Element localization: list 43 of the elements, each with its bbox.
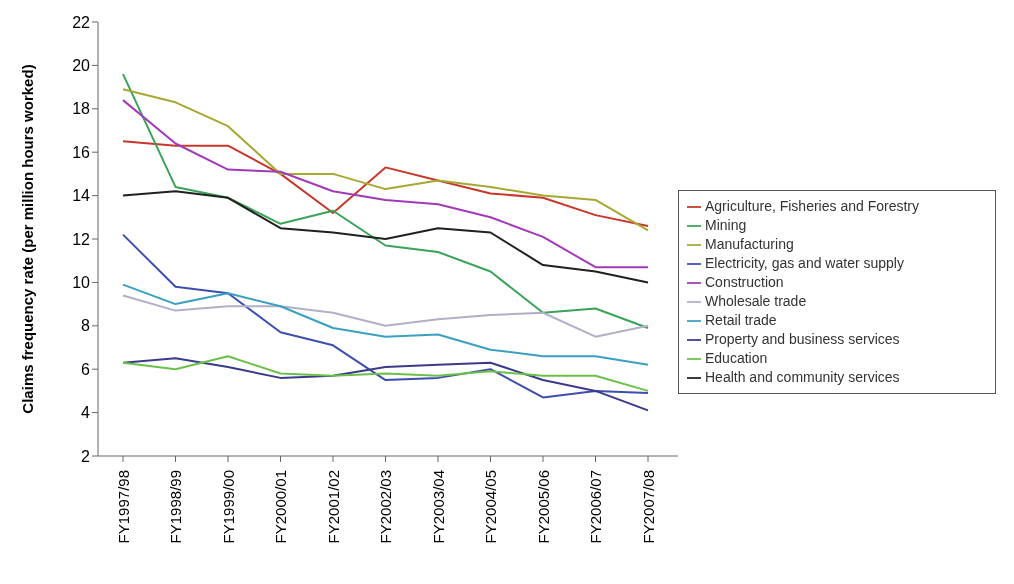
line-series [122,190,649,284]
x-tick-label: FY2000/01 [272,470,289,544]
legend-label: Retail trade [705,312,777,328]
x-tick-label: FY2001/02 [324,470,342,544]
y-tick-label: 6 [81,360,91,378]
legend-label: Property and business services [705,331,900,347]
x-tick-label: FY2007/08 [639,470,657,544]
y-tick-label: 12 [72,230,91,248]
legend-label: Mining [705,217,747,233]
y-tick-label: 2 [81,447,91,465]
y-tick-label: 4 [81,404,91,422]
y-tick-label: 20 [72,57,91,75]
x-tick-label: FY2002/03 [377,470,394,544]
legend-label: Electricity, gas and water supply [705,255,904,271]
y-tick-label: 8 [81,317,91,335]
legend-label: Education [705,350,768,366]
line-series [122,73,649,329]
line-series [122,357,649,412]
legend-label: Manufacturing [705,236,794,252]
line-series [122,283,649,366]
legend-label: Wholesale trade [705,293,807,309]
x-tick-label: FY1998/99 [167,470,184,544]
line-series [122,140,649,227]
x-tick-label: FY2004/05 [482,470,499,544]
line-series [122,294,649,338]
line-series [122,99,649,269]
y-tick-label: 14 [72,187,91,205]
legend-label: Health and community services [705,369,900,385]
x-tick-label: FY2005/06 [534,470,552,544]
x-tick-label: FY2006/07 [587,470,604,544]
y-tick-label: 10 [72,274,91,292]
legend-label: Agriculture, Fisheries and Forestry [705,198,919,214]
legend-label: Construction [705,274,784,290]
line-series [122,233,649,399]
y-tick-label: 22 [72,13,91,31]
line-series [122,355,649,392]
x-tick-label: FY1997/98 [114,470,132,544]
x-tick-label: FY1999/00 [219,470,237,544]
y-axis-title: Claims frequency rate (per million hours worked) [19,64,37,414]
line-series [122,88,649,232]
y-tick-label: 16 [72,143,91,161]
y-tick-label: 18 [72,100,91,118]
x-tick-label: FY2003/04 [429,470,447,544]
